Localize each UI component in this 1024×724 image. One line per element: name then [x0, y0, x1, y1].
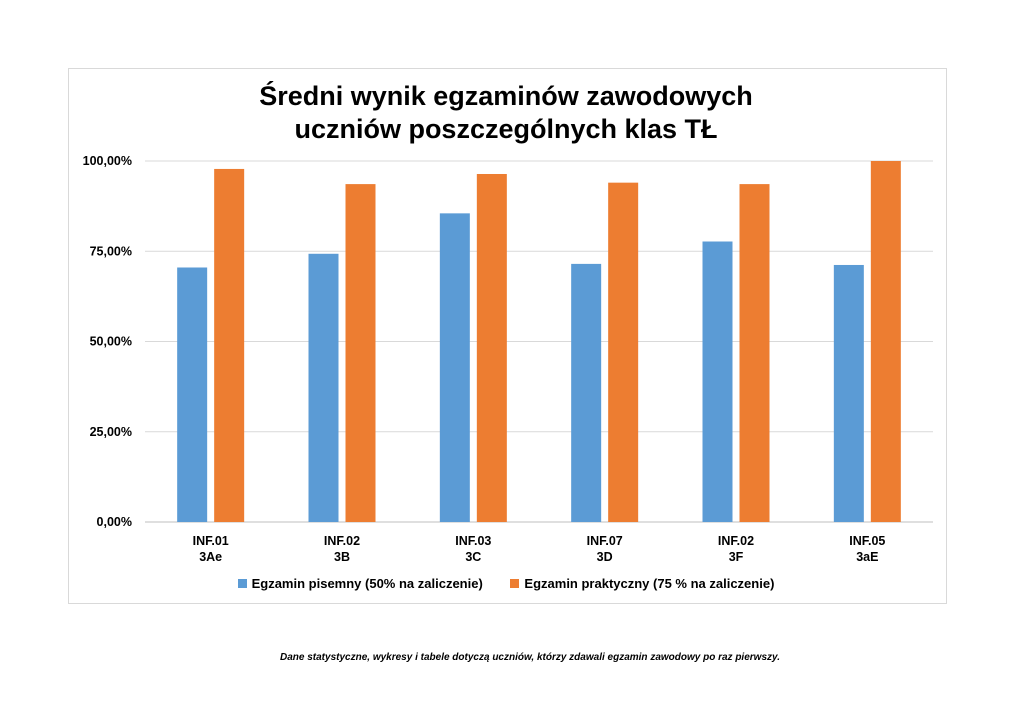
y-tick-label: 75,00%: [90, 244, 132, 258]
x-tick-label: INF.05: [849, 534, 885, 548]
x-tick-label: 3B: [334, 550, 350, 564]
chart-title-line-2: uczniów poszczególnych klas TŁ: [294, 114, 718, 144]
x-tick-label: 3F: [729, 550, 744, 564]
bar-practical: [739, 184, 770, 522]
y-tick-label: 50,00%: [90, 335, 132, 349]
bar-practical: [476, 173, 507, 522]
x-tick-label: INF.07: [587, 534, 623, 548]
footnote: Dane statystyczne, wykresy i tabele doty…: [280, 652, 780, 663]
chart-title-line-1: Średni wynik egzaminów zawodowych: [259, 81, 753, 111]
legend-item-practical: Egzamin praktyczny (75 % na zaliczenie): [510, 576, 774, 591]
legend-item-written: Egzamin pisemny (50% na zaliczenie): [237, 576, 483, 591]
x-tick-label: INF.02: [324, 534, 360, 548]
x-tick-label: 3aE: [856, 550, 878, 564]
bar-written: [177, 267, 208, 522]
bar-practical: [345, 184, 376, 522]
bar-written: [702, 241, 733, 523]
chart-title: Średni wynik egzaminów zawodowych ucznió…: [0, 80, 1012, 146]
bar-written: [571, 263, 602, 522]
bar-practical: [214, 168, 245, 522]
legend-swatch-written: [237, 579, 247, 588]
bar-written: [308, 253, 339, 523]
bar-practical: [870, 161, 901, 522]
legend-label-written: Egzamin pisemny (50% na zaliczenie): [251, 576, 483, 591]
x-tick-label: 3Ae: [199, 550, 222, 564]
x-tick-label: 3D: [597, 550, 613, 564]
x-tick-label: INF.02: [718, 534, 754, 548]
chart-legend: Egzamin pisemny (50% na zaliczenie) Egza…: [0, 576, 1012, 591]
x-tick-label: 3C: [465, 550, 481, 564]
bar-practical: [608, 182, 639, 522]
x-tick-label: INF.01: [193, 534, 229, 548]
y-tick-label: 0,00%: [97, 515, 132, 529]
x-tick-label: INF.03: [455, 534, 491, 548]
y-tick-label: 100,00%: [83, 154, 132, 168]
legend-swatch-practical: [510, 579, 520, 588]
legend-label-practical: Egzamin praktyczny (75 % na zaliczenie): [524, 576, 775, 591]
bar-written: [833, 264, 864, 522]
bar-written: [439, 213, 470, 522]
y-tick-label: 25,00%: [90, 425, 132, 439]
